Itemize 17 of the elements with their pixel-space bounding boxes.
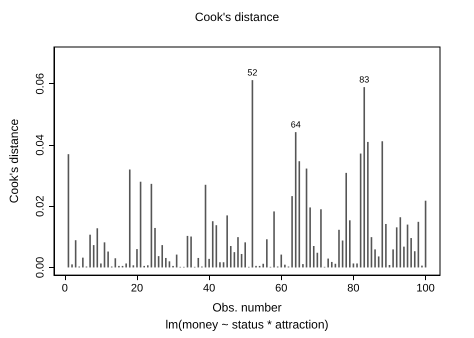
- x-tick-label: 80: [347, 282, 360, 295]
- x-tick-label: 100: [416, 282, 435, 295]
- annotation: 64: [290, 120, 301, 130]
- x-tick-label: 20: [130, 282, 144, 295]
- x-tick-label: 0: [62, 282, 68, 295]
- x-tick-label: 60: [275, 282, 288, 295]
- y-axis-title: Cook's distance: [7, 118, 21, 204]
- x-tick-label: 40: [202, 282, 216, 295]
- y-tick-label: 0.00: [34, 256, 46, 278]
- y-tick-label: 0.06: [34, 73, 46, 94]
- y-tick-label: 0.02: [34, 196, 46, 217]
- x-axis-title: Obs. number: [212, 300, 282, 314]
- annotation: 52: [247, 68, 258, 78]
- text: lm(money ~ status * attraction): [165, 318, 329, 332]
- y-tick-label: 0.04: [34, 134, 46, 156]
- annotation: 83: [359, 74, 370, 85]
- chart-title: Cook's distance: [194, 10, 280, 24]
